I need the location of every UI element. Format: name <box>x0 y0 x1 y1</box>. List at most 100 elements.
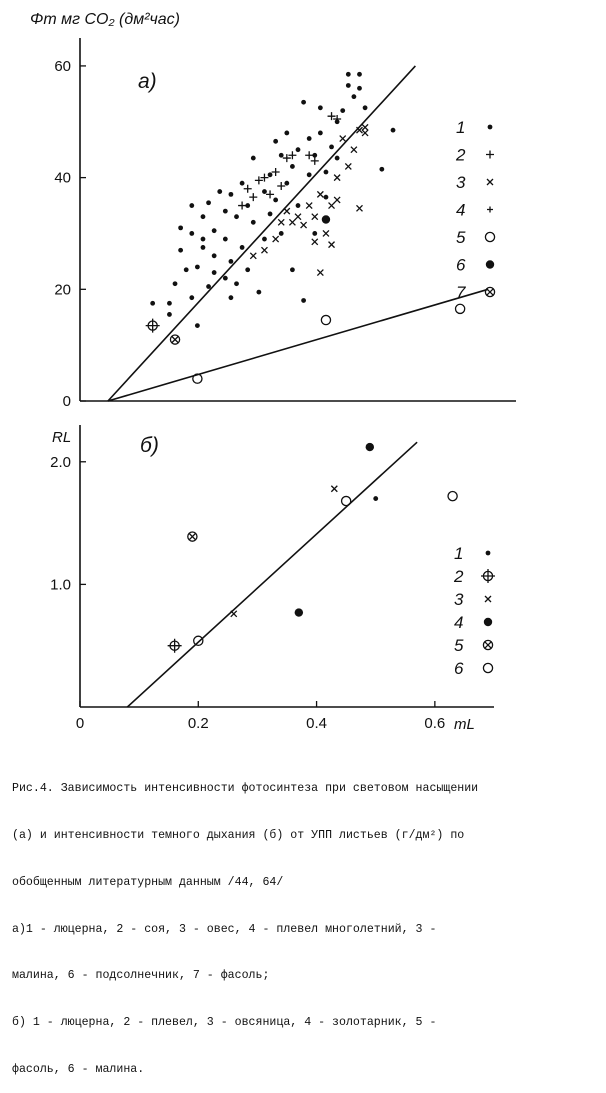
fit-line <box>126 441 418 708</box>
data-point <box>312 231 318 236</box>
data-point <box>278 152 284 158</box>
data-point <box>189 231 195 236</box>
data-point <box>277 218 285 226</box>
data-point <box>340 108 346 113</box>
data-point <box>194 264 200 270</box>
y-tick-label: 40 <box>54 170 71 187</box>
data-point-cross <box>167 638 182 653</box>
data-point <box>454 303 466 315</box>
data-point <box>267 211 273 217</box>
data-point <box>169 334 181 345</box>
data-point <box>300 221 308 229</box>
data-point <box>228 295 234 301</box>
data-point <box>189 295 195 301</box>
data-point <box>290 267 295 273</box>
data-point <box>234 281 239 287</box>
panel-label: б) <box>140 434 159 457</box>
legend-marker <box>486 150 494 159</box>
legend-label: 7 <box>456 283 466 302</box>
y-tick-label: 60 <box>54 58 71 75</box>
data-point <box>228 258 234 264</box>
data-point <box>317 130 323 136</box>
data-point <box>278 231 284 236</box>
data-point <box>200 236 206 242</box>
data-point <box>262 189 267 194</box>
legend-marker-cross <box>484 641 492 649</box>
legend-label: 1 <box>456 118 465 137</box>
data-point <box>330 485 338 493</box>
data-point <box>361 129 369 137</box>
data-point <box>312 152 318 158</box>
data-point <box>334 155 340 161</box>
data-point <box>217 189 223 194</box>
data-point <box>178 247 184 253</box>
y-axis-label: RL <box>52 429 71 446</box>
data-point <box>329 144 334 150</box>
data-point <box>150 300 156 306</box>
caption-line: Рис.4. Зависимость интенсивности фотосин… <box>12 782 479 796</box>
data-point <box>317 105 323 111</box>
legend-label: 4 <box>456 201 465 220</box>
data-point <box>250 155 256 161</box>
legend-marker <box>483 617 493 627</box>
legend-marker-cross <box>481 569 495 583</box>
legend-marker <box>485 550 491 556</box>
data-point <box>320 314 332 326</box>
data-point <box>172 281 178 287</box>
data-point <box>295 147 301 153</box>
data-point <box>267 172 273 178</box>
data-point <box>178 225 184 231</box>
data-point <box>230 610 238 618</box>
legend-marker-ring <box>484 286 496 298</box>
data-point <box>167 300 172 306</box>
data-point <box>271 168 280 177</box>
data-point <box>357 71 362 77</box>
x-tick-label: 0.6 <box>424 715 445 732</box>
panel-label: а) <box>138 70 157 93</box>
data-point <box>351 94 357 100</box>
legend-marker-ring <box>482 639 494 651</box>
data-point <box>316 269 324 277</box>
data-point <box>206 284 211 289</box>
data-point <box>206 200 211 206</box>
x-tick-label: 0.2 <box>188 715 209 732</box>
legend-label: 2 <box>455 146 466 165</box>
data-point <box>239 245 245 250</box>
data-point <box>200 214 206 220</box>
data-point <box>187 531 198 542</box>
legend-marker <box>485 260 495 269</box>
data-point <box>222 275 228 281</box>
data-point <box>192 373 203 384</box>
data-point <box>311 238 319 246</box>
data-point <box>211 270 217 275</box>
data-point <box>365 442 374 452</box>
data-point <box>301 298 306 303</box>
data-point <box>323 194 329 200</box>
data-point <box>261 246 268 254</box>
data-point <box>333 114 342 123</box>
data-point <box>328 241 335 249</box>
data-point <box>243 184 252 193</box>
data-point <box>228 191 234 197</box>
data-point-cross <box>171 335 179 344</box>
data-point <box>273 197 279 203</box>
legend-marker <box>484 286 496 298</box>
data-point <box>183 267 189 273</box>
data-point <box>295 203 301 208</box>
data-point <box>345 71 351 77</box>
data-point-cross <box>188 532 197 541</box>
fit-line <box>107 65 416 402</box>
caption-line: обобщенным литературным данным /44, 64/ <box>12 875 284 889</box>
y-tick-label: 2.0 <box>50 454 71 471</box>
data-point <box>250 219 256 225</box>
data-point <box>290 164 295 169</box>
data-point <box>189 203 195 208</box>
legend-label: 5 <box>454 636 464 655</box>
panel-b: 1.0 2.0 0 0.2 0.4 0.6 б) RL mL 1 2 3 4 5 6 <box>50 425 495 733</box>
data-point <box>373 496 379 501</box>
data-point <box>339 135 347 142</box>
data-point <box>310 156 319 165</box>
data-point <box>266 190 275 199</box>
y-tick-label: 1.0 <box>50 576 71 593</box>
data-point <box>327 112 336 121</box>
